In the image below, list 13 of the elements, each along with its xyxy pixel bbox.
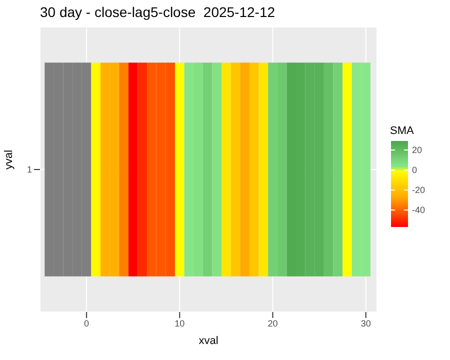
color-bar-label: -20 [412, 185, 426, 195]
y-axis-title: yval [2, 150, 15, 170]
color-bar-label: 0 [412, 165, 418, 175]
x-axis-title: xval [198, 335, 218, 347]
color-bar-title: SMA [390, 125, 414, 137]
y-tick-label: 1 [26, 164, 32, 175]
color-bar-label: 20 [412, 145, 422, 155]
x-tick-label: 0 [84, 318, 90, 328]
x-tick-label: 20 [268, 318, 278, 328]
color-bar-label: -40 [412, 205, 426, 215]
chart-title: 30 day - close-lag5-close 2025-12-12 [40, 4, 276, 20]
x-tick-label: 30 [360, 318, 371, 328]
x-tick-label: 10 [174, 318, 185, 328]
